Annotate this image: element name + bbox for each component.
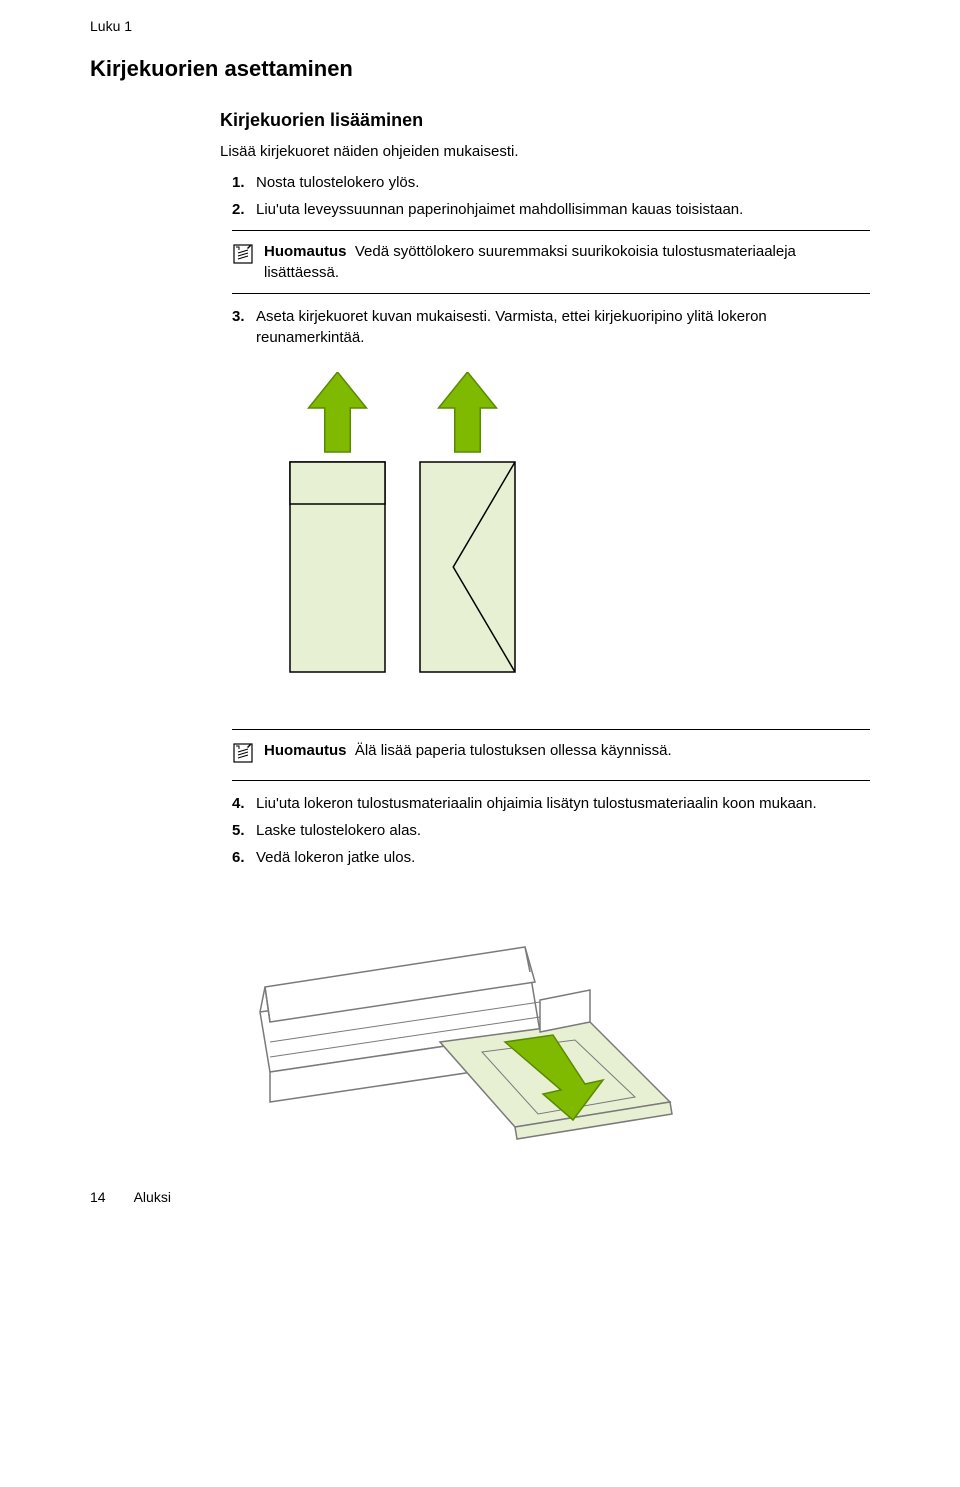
note-text: Huomautus Älä lisää paperia tulostuksen … — [264, 740, 672, 761]
note-icon — [232, 243, 254, 271]
section-heading: Kirjekuorien lisääminen — [220, 110, 870, 131]
envelope-diagram — [280, 372, 870, 697]
step-number: 5. — [232, 820, 256, 841]
list-item: 6. Vedä lokeron jatke ulos. — [232, 847, 870, 868]
list-item: 5. Laske tulostelokero alas. — [232, 820, 870, 841]
list-item: 4. Liu'uta lokeron tulostusmateriaalin o… — [232, 793, 870, 814]
step-text: Laske tulostelokero alas. — [256, 820, 421, 841]
page-number: 14 — [90, 1189, 106, 1205]
footer-section: Aluksi — [134, 1189, 171, 1205]
intro-text: Lisää kirjekuoret näiden ohjeiden mukais… — [220, 143, 870, 160]
steps-list-c: 4. Liu'uta lokeron tulostusmateriaalin o… — [232, 793, 870, 868]
chapter-label: Luku 1 — [90, 18, 870, 34]
note-label: Huomautus — [264, 742, 347, 759]
note-icon — [232, 742, 254, 770]
step-text: Nosta tulostelokero ylös. — [256, 172, 419, 193]
step-text: Liu'uta lokeron tulostusmateriaalin ohja… — [256, 793, 817, 814]
step-number: 3. — [232, 306, 256, 348]
note-label: Huomautus — [264, 243, 347, 260]
step-number: 4. — [232, 793, 256, 814]
step-text: Vedä lokeron jatke ulos. — [256, 847, 415, 868]
step-text: Aseta kirjekuoret kuvan mukaisesti. Varm… — [256, 306, 870, 348]
list-item: 2. Liu'uta leveyssuunnan paperinohjaimet… — [232, 199, 870, 220]
note-text: Huomautus Vedä syöttölokero suuremmaksi … — [264, 241, 870, 283]
note-box: Huomautus Älä lisää paperia tulostuksen … — [232, 729, 870, 781]
list-item: 3. Aseta kirjekuoret kuvan mukaisesti. V… — [232, 306, 870, 348]
step-number: 1. — [232, 172, 256, 193]
printer-diagram — [240, 892, 870, 1157]
step-text: Liu'uta leveyssuunnan paperinohjaimet ma… — [256, 199, 743, 220]
list-item: 1. Nosta tulostelokero ylös. — [232, 172, 870, 193]
page-footer: 14 Aluksi — [90, 1189, 870, 1205]
step-number: 2. — [232, 199, 256, 220]
note-box: Huomautus Vedä syöttölokero suuremmaksi … — [232, 230, 870, 294]
step-number: 6. — [232, 847, 256, 868]
steps-list-b: 3. Aseta kirjekuoret kuvan mukaisesti. V… — [232, 306, 870, 348]
note-body: Älä lisää paperia tulostuksen ollessa kä… — [355, 742, 672, 759]
page-title: Kirjekuorien asettaminen — [90, 56, 870, 82]
steps-list-a: 1. Nosta tulostelokero ylös. 2. Liu'uta … — [232, 172, 870, 220]
